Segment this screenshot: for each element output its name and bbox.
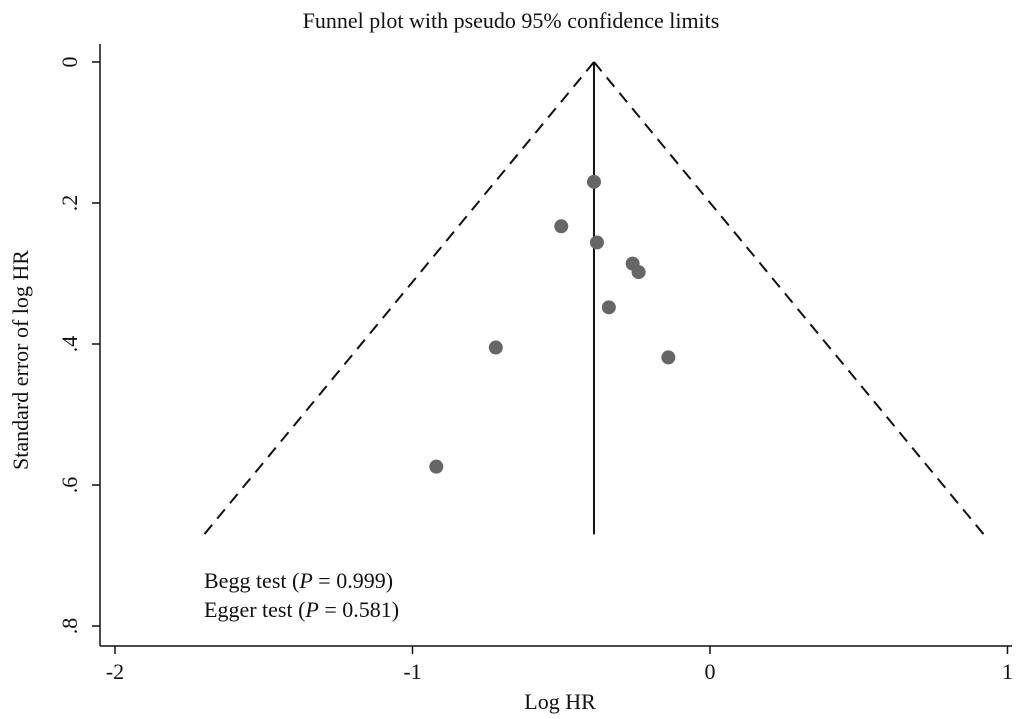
x-tick-label-1: -1 bbox=[403, 659, 421, 684]
egger-test-prefix: Egger test ( bbox=[204, 597, 305, 622]
study-point-8 bbox=[661, 350, 676, 365]
study-point-7 bbox=[488, 340, 503, 355]
axes-layer: 0 .2 .4 .6 .8 -2 -1 0 1 bbox=[57, 44, 1013, 684]
y-tick-label-2: .4 bbox=[57, 336, 82, 353]
x-tick-label-0: -2 bbox=[106, 659, 124, 684]
begg-test-prefix: Begg test ( bbox=[204, 568, 299, 593]
egger-test-label: Egger test (P = 0.581) bbox=[204, 597, 399, 622]
y-axis-label: Standard error of log HR bbox=[8, 250, 33, 470]
study-points bbox=[429, 174, 676, 474]
x-tick-label-2: 0 bbox=[705, 659, 716, 684]
y-tick-label-0: 0 bbox=[57, 57, 82, 68]
study-point-6 bbox=[601, 300, 616, 315]
right-confidence-limit bbox=[593, 61, 985, 535]
left-confidence-limit bbox=[203, 61, 595, 535]
begg-test-p-symbol: P bbox=[298, 568, 312, 593]
plot-area: 0 .2 .4 .6 .8 -2 -1 0 1 bbox=[57, 44, 1013, 684]
y-tick-label-1: .2 bbox=[57, 195, 82, 212]
study-point-9 bbox=[429, 459, 444, 474]
chart-title: Funnel plot with pseudo 95% confidence l… bbox=[303, 8, 720, 33]
x-tick-label-3: 1 bbox=[1002, 659, 1013, 684]
y-tick-label-3: .6 bbox=[57, 477, 82, 494]
x-axis-label: Log HR bbox=[524, 689, 596, 714]
test-annotations: Begg test (P = 0.999) Egger test (P = 0.… bbox=[204, 568, 399, 622]
y-tick-label-4: .8 bbox=[57, 618, 82, 635]
egger-test-p-symbol: P bbox=[304, 597, 318, 622]
study-point-5 bbox=[631, 265, 646, 280]
pseudo-confidence-limits bbox=[203, 61, 985, 535]
begg-test-label: Begg test (P = 0.999) bbox=[204, 568, 393, 593]
study-point-1 bbox=[586, 174, 601, 189]
study-point-2 bbox=[554, 219, 569, 234]
egger-test-result: = 0.581) bbox=[319, 597, 399, 622]
begg-test-result: = 0.999) bbox=[313, 568, 393, 593]
study-point-3 bbox=[589, 235, 604, 250]
